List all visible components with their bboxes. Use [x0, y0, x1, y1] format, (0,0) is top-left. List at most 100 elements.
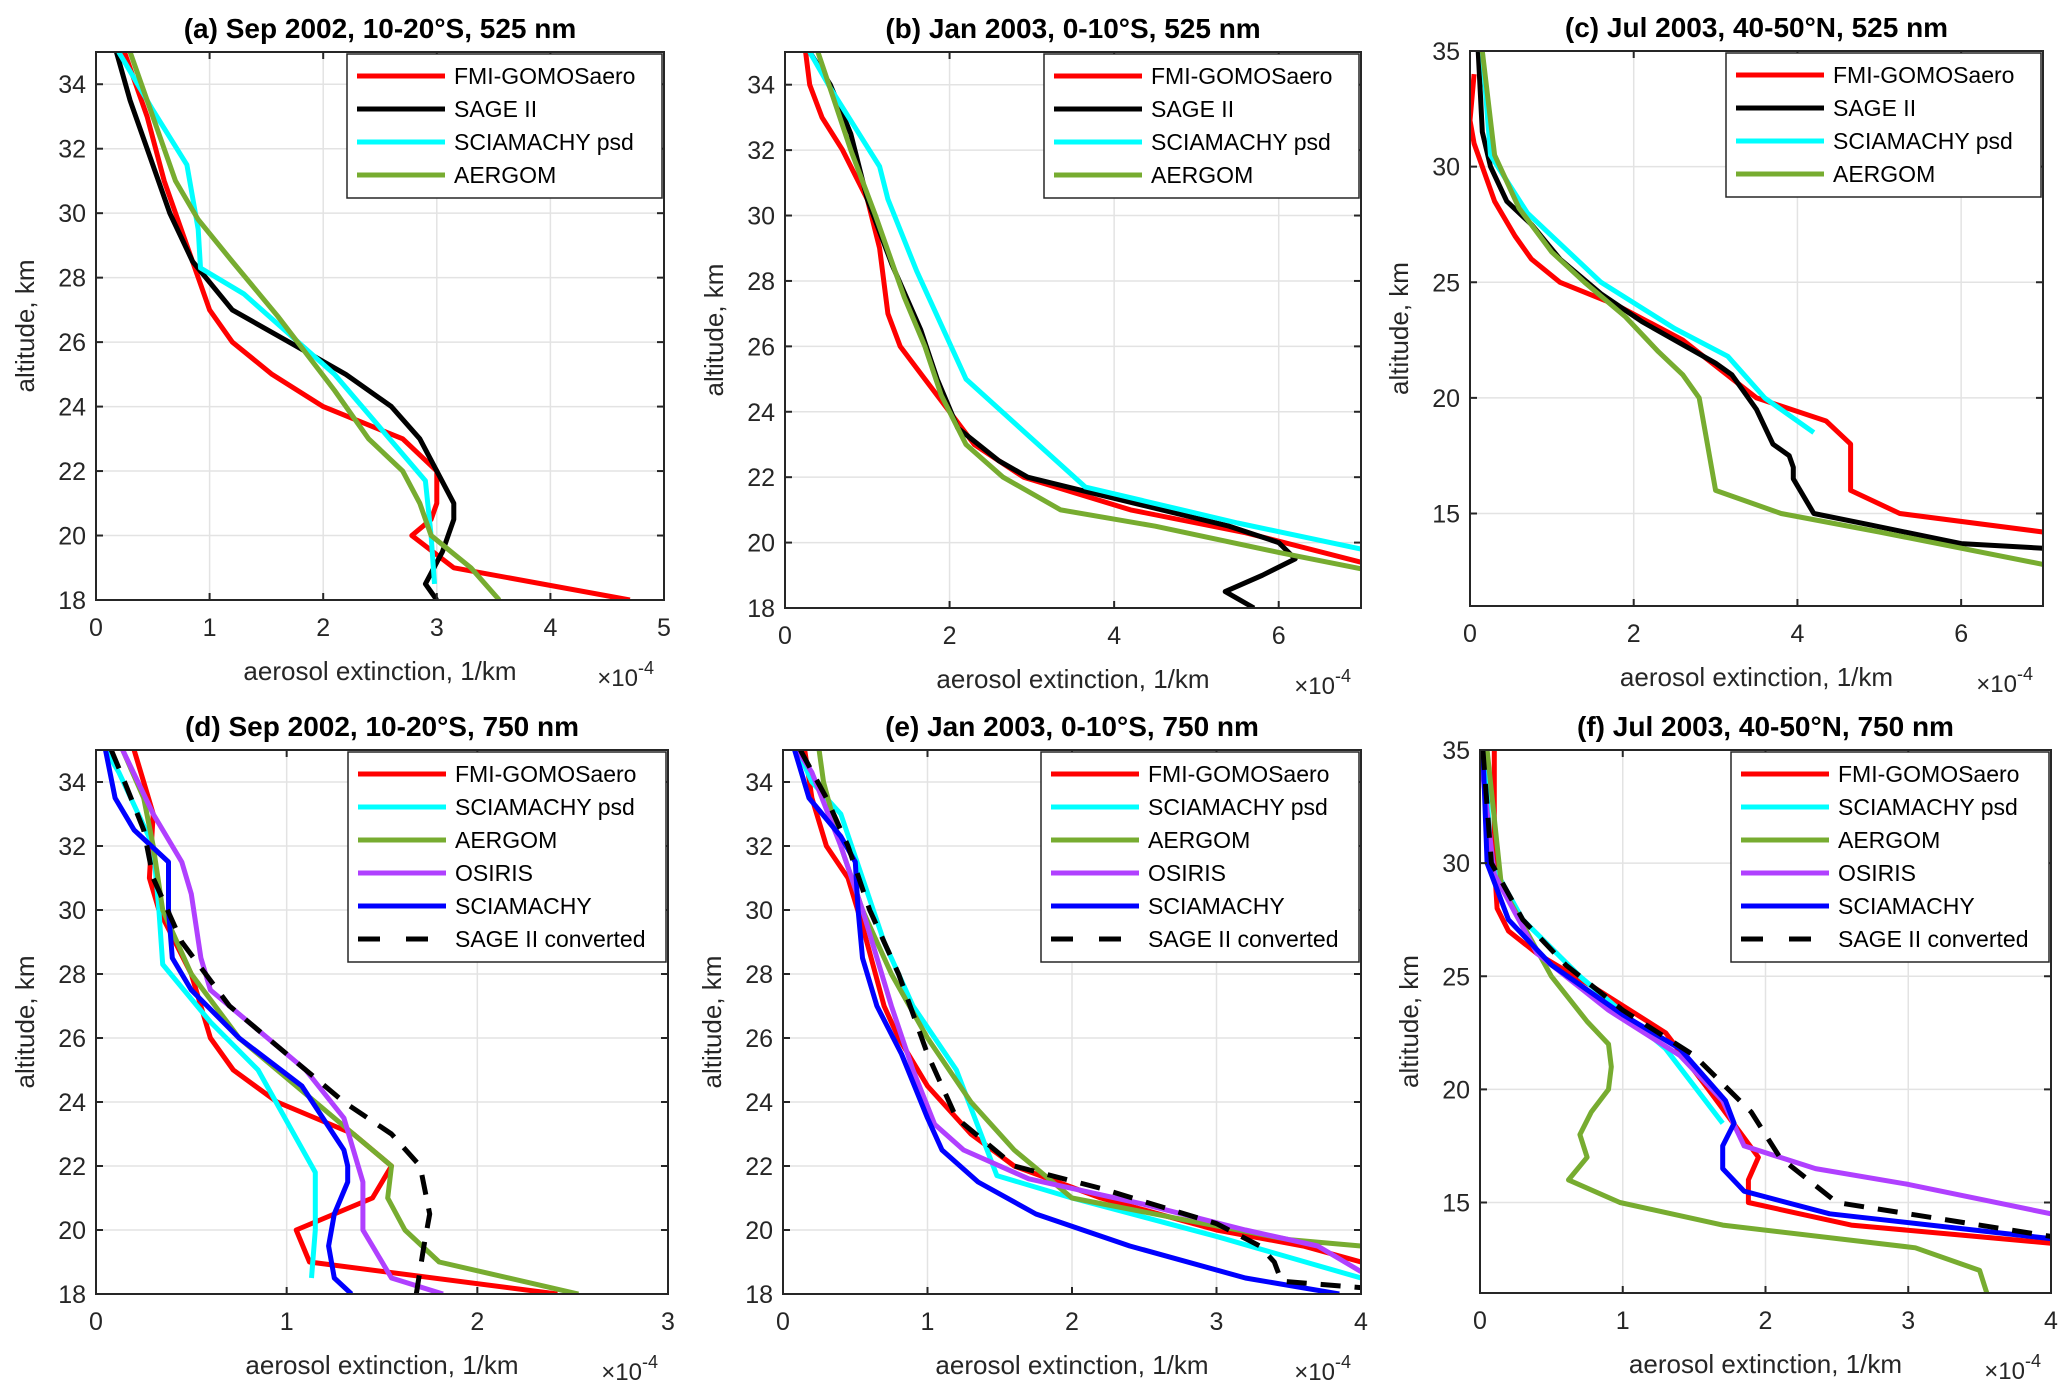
series-line-fmi-gomosaero	[803, 52, 1361, 565]
legend-label: AERGOM	[1838, 827, 1940, 853]
y-tick-label: 25	[1432, 269, 1460, 297]
y-tick-label: 30	[58, 897, 86, 925]
x-tick-label: 3	[661, 1308, 675, 1336]
panel-a: (a) Sep 2002, 10-20°S, 525 nm0 1 2 3 4 518202…	[10, 13, 671, 692]
multiplier-exponent: -4	[2017, 664, 2033, 684]
y-tick-label: 20	[58, 523, 86, 551]
series-line-sage-ii-converted	[1480, 750, 2051, 1239]
panel-title: (c) Jul 2003, 40-50°N, 525 nm	[1565, 12, 1948, 43]
series-line-aergom	[1479, 51, 2043, 567]
y-tick-label: 35	[1442, 737, 1470, 765]
x-axis-multiplier: ×10-4	[1984, 1351, 2041, 1385]
x-tick-label: 0	[1473, 1307, 1487, 1335]
legend-label: AERGOM	[455, 827, 557, 853]
multiplier-base: ×10	[601, 1359, 642, 1386]
y-tick-label: 22	[58, 1153, 86, 1181]
axes-box	[1469, 50, 2044, 607]
series-line-sciamachy-psd	[116, 52, 437, 585]
y-tick-label: 28	[58, 265, 86, 293]
multiplier-base: ×10	[1294, 673, 1335, 700]
series-line-sage-ii-converted	[798, 750, 1361, 1291]
legend-label: SCIAMACHY psd	[1838, 794, 2018, 820]
x-tick-label: 1	[203, 614, 217, 642]
legend: FMI-GOMOSaero SCIAMACHY psd AERGOM OSIRIS SC…	[1730, 751, 2050, 963]
y-axis-label: altitude, km	[699, 264, 729, 397]
legend-label: OSIRIS	[1148, 860, 1226, 886]
legend-label: SAGE II	[1151, 96, 1234, 122]
y-tick-label: 24	[58, 1089, 86, 1117]
series-group	[103, 750, 579, 1294]
series-line-sciamachy-psd	[103, 750, 318, 1279]
y-tick-label: 24	[747, 399, 775, 427]
legend-label: SCIAMACHY	[455, 893, 592, 919]
y-tick-label: 15	[1442, 1190, 1470, 1218]
y-tick-label: 26	[58, 329, 86, 357]
y-tick-label: 20	[745, 1217, 773, 1245]
legend-label: SAGE II converted	[1838, 926, 2028, 952]
legend-label: SCIAMACHY	[1148, 893, 1285, 919]
y-axis-label: altitude, km	[1384, 262, 1414, 395]
y-tick-label: 32	[745, 833, 773, 861]
y-tick-label: 34	[58, 769, 86, 797]
x-axis-label: aerosol extinction, 1/km	[936, 664, 1209, 694]
y-tick-label: 30	[58, 200, 86, 228]
y-axis-label: altitude, km	[1394, 955, 1424, 1088]
y-tick-label: 26	[745, 1025, 773, 1053]
multiplier-base: ×10	[597, 665, 638, 692]
series-line-osiris	[795, 750, 1361, 1274]
legend-box	[1730, 751, 2050, 963]
series-line-aergom	[815, 52, 1361, 572]
y-tick-label: 18	[58, 587, 86, 615]
y-tick-label: 35	[1432, 38, 1460, 66]
x-tick-label: 2	[1627, 620, 1641, 648]
legend: FMI-GOMOSaero SAGE II SCIAMACHY psd AERGOM	[346, 53, 663, 199]
x-tick-label: 0	[89, 1308, 103, 1336]
x-axis-multiplier: ×10-4	[1294, 1352, 1351, 1386]
y-tick-label: 24	[58, 394, 86, 422]
legend-label: FMI-GOMOSaero	[1838, 761, 2019, 787]
x-tick-label: 2	[316, 614, 330, 642]
legend-label: FMI-GOMOSaero	[455, 761, 636, 787]
panel-e: (e) Jan 2003, 0-10°S, 750 nm0 1 2 3 41820222…	[697, 711, 1368, 1386]
y-tick-label: 22	[745, 1153, 773, 1181]
y-tick-label: 30	[745, 897, 773, 925]
series-line-aergom	[127, 52, 502, 600]
x-tick-label: 2	[1759, 1307, 1773, 1335]
multiplier-base: ×10	[1984, 1358, 2025, 1385]
x-tick-label: 4	[543, 614, 557, 642]
x-tick-label: 1	[921, 1308, 935, 1336]
legend: FMI-GOMOSaero SAGE II SCIAMACHY psd AERGOM	[1043, 53, 1360, 199]
panel-title: (b) Jan 2003, 0-10°S, 525 nm	[885, 13, 1260, 44]
series-group	[803, 52, 1361, 608]
x-tick-label: 6	[1954, 620, 1968, 648]
axes-box	[95, 749, 669, 1295]
y-tick-label: 18	[58, 1281, 86, 1309]
legend-label: OSIRIS	[1838, 860, 1916, 886]
x-tick-label: 3	[1210, 1308, 1224, 1336]
y-tick-label: 34	[745, 769, 773, 797]
x-tick-label: 4	[1354, 1308, 1368, 1336]
legend-label: SCIAMACHY psd	[1833, 128, 2013, 154]
y-tick-label: 22	[747, 464, 775, 492]
series-line-sciamachy	[103, 750, 354, 1294]
panel-title: (e) Jan 2003, 0-10°S, 750 nm	[885, 711, 1259, 742]
legend-label: SCIAMACHY psd	[455, 794, 635, 820]
x-axis-label: aerosol extinction, 1/km	[1629, 1349, 1902, 1379]
y-tick-label: 30	[1442, 850, 1470, 878]
y-tick-label: 28	[747, 268, 775, 296]
x-tick-label: 0	[1463, 620, 1477, 648]
series-group	[113, 52, 631, 600]
multiplier-exponent: -4	[638, 658, 654, 678]
y-axis-label: altitude, km	[697, 956, 727, 1089]
x-axis-multiplier: ×10-4	[1294, 666, 1351, 700]
panel-d: (d) Sep 2002, 10-20°S, 750 nm 0 1 2 3 18 20 22 2…	[10, 711, 675, 1386]
series-group	[1470, 51, 2043, 567]
legend-label: AERGOM	[1148, 827, 1250, 853]
multiplier-exponent: -4	[642, 1352, 658, 1372]
legend: FMI-GOMOSaero SCIAMACHY psd AERGOM OSIRIS SC…	[347, 751, 667, 963]
legend: FMI-GOMOSaero SCIAMACHY psd AERGOM OSIRIS SC…	[1040, 751, 1360, 963]
x-tick-label: 3	[1901, 1307, 1915, 1335]
legend-box	[1040, 751, 1360, 963]
x-tick-label: 3	[430, 614, 444, 642]
